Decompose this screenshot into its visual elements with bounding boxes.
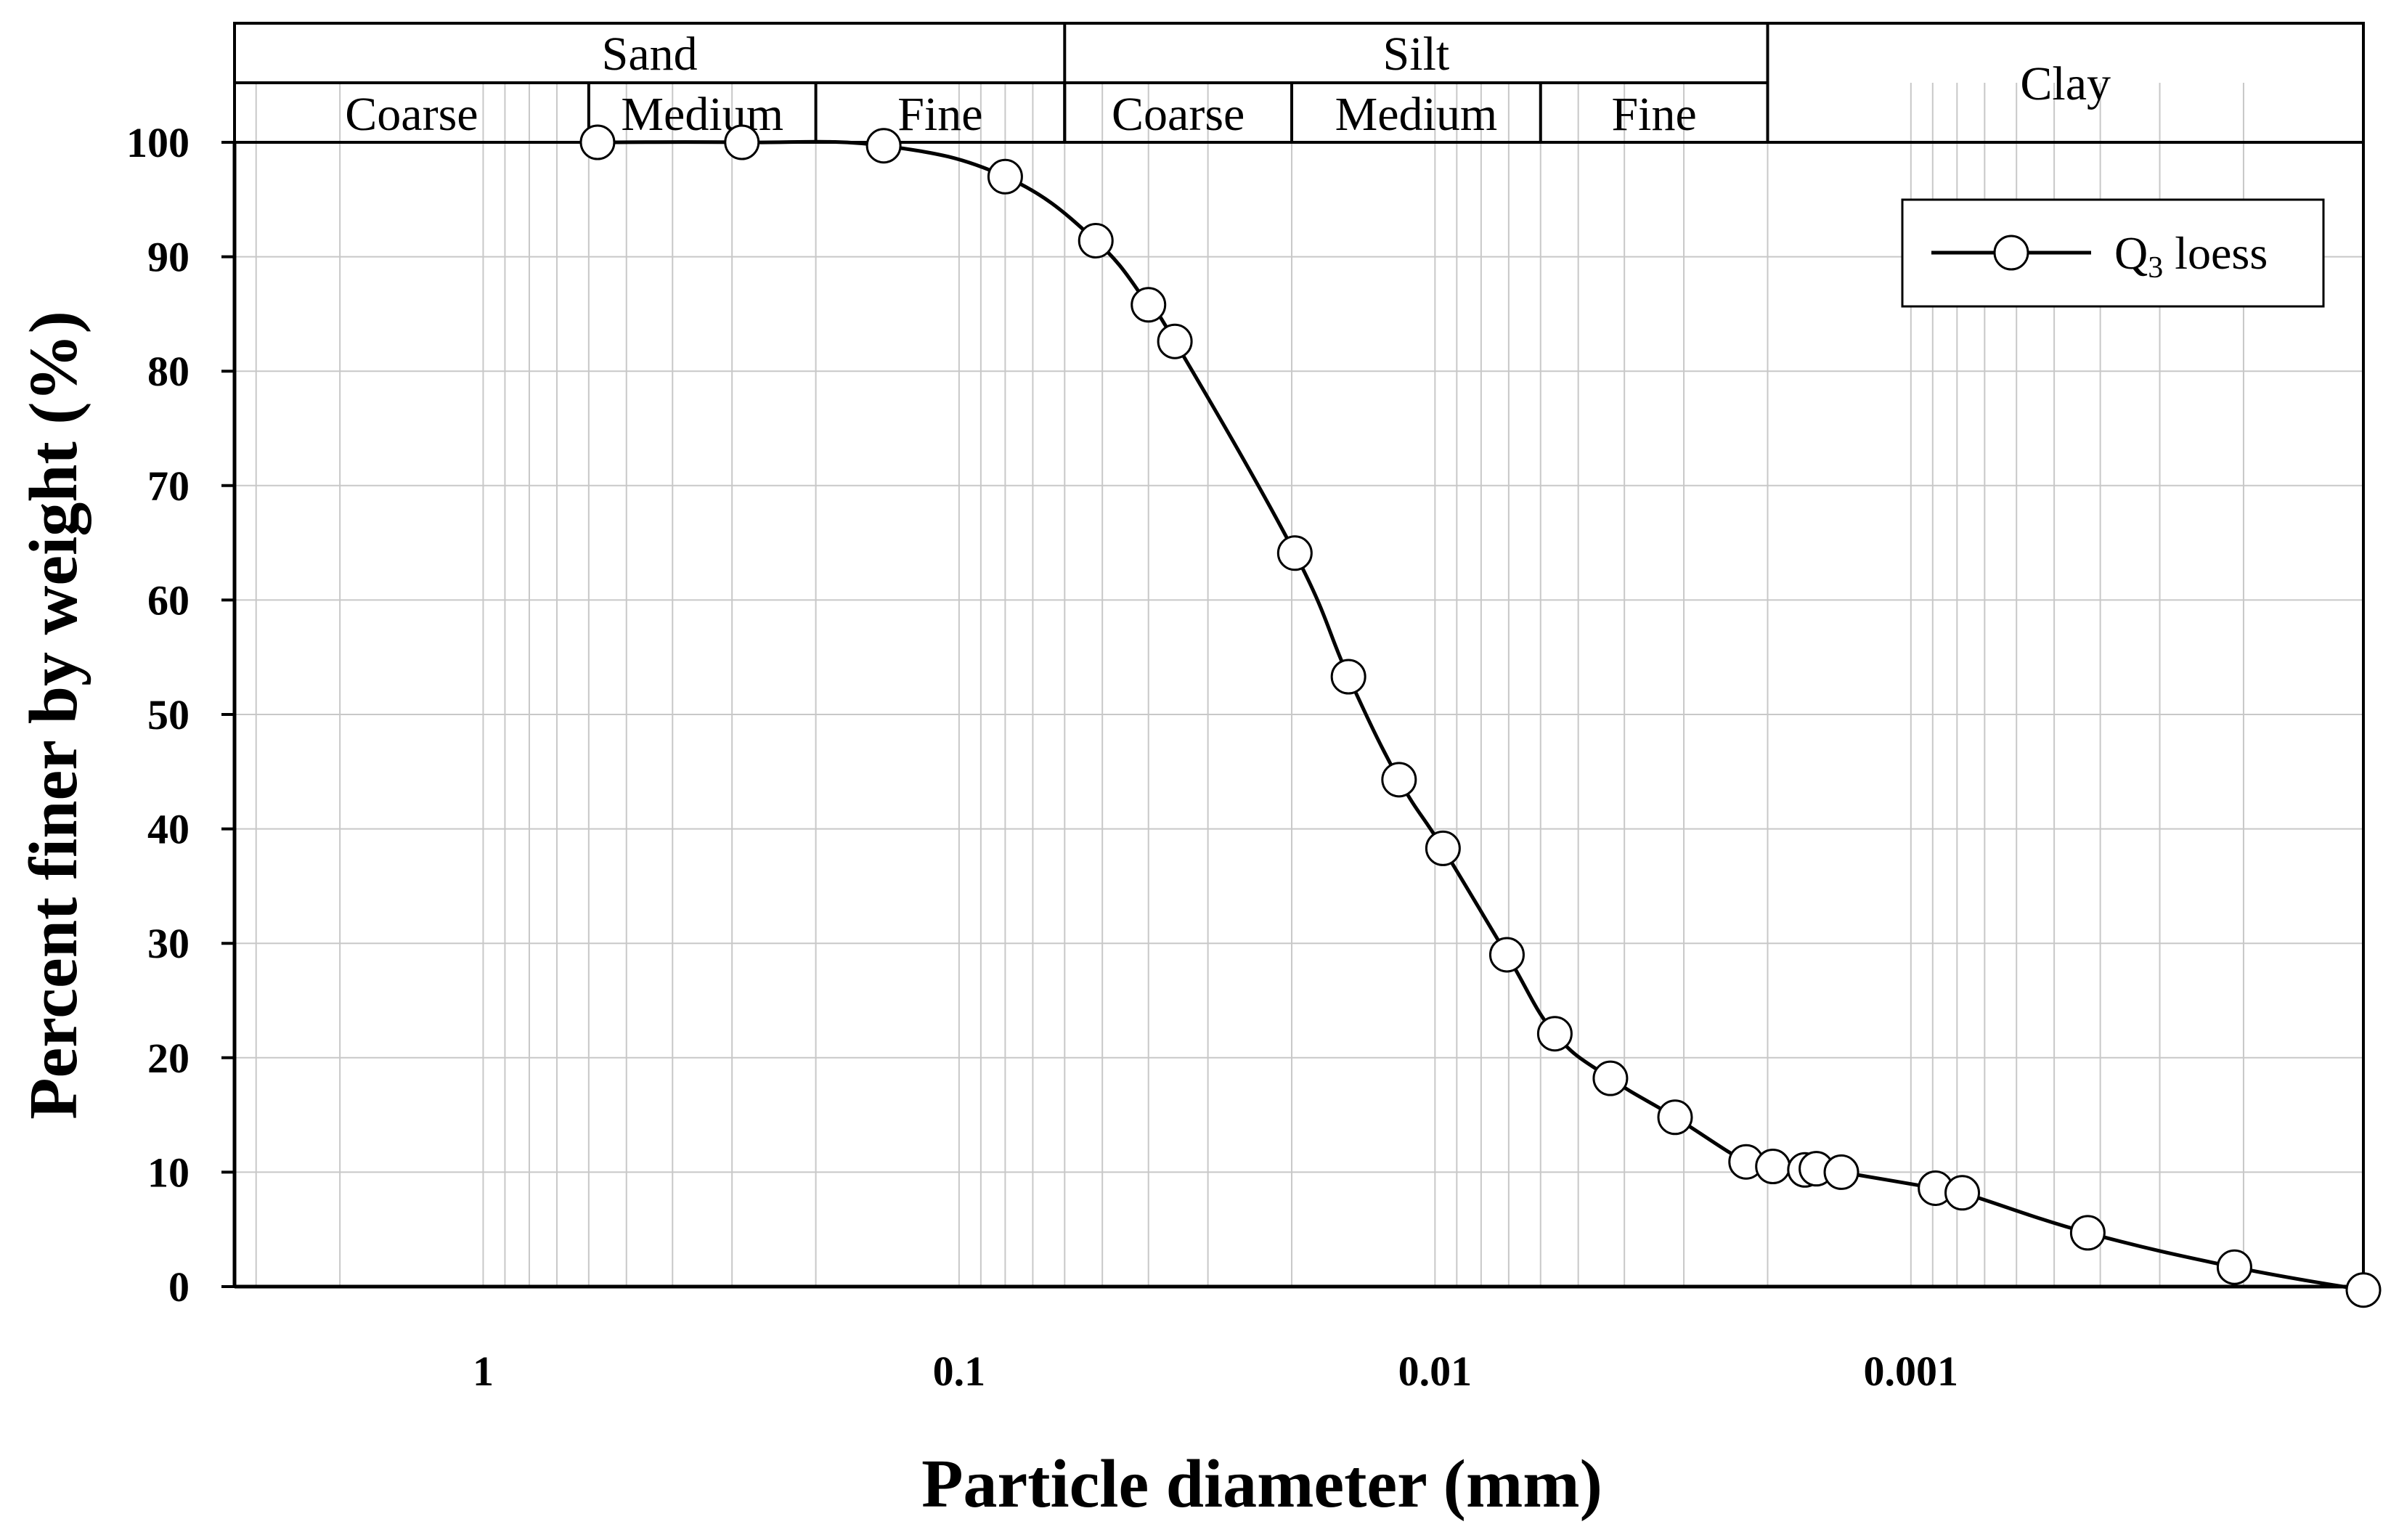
legend: Q3 loess [1901,198,2325,308]
data-point-marker [2345,1272,2382,1308]
y-tick-label: 90 [147,234,190,281]
data-point-marker [1592,1060,1629,1096]
data-point-marker [1381,762,1417,798]
data-point-marker [2216,1249,2252,1285]
y-tick-label: 20 [147,1035,190,1082]
data-point-marker [987,158,1023,195]
data-point-marker [1131,287,1167,323]
x-tick-label: 0.1 [933,1348,986,1395]
data-point-marker [1944,1175,1981,1211]
y-tick-label: 30 [147,920,190,967]
data-point-marker [579,124,616,160]
y-tick-label: 60 [147,577,190,624]
legend-label-subscript: 3 [2148,251,2163,285]
data-point-marker [1755,1149,1791,1185]
x-tick-label: 0.01 [1398,1348,1472,1395]
axes: 0 10 20 30 40 50 60 70 80 90 100 1 0.1 0.01 0.001 [126,23,2365,1395]
classification-group-label: Clay [2020,57,2111,110]
y-tick-label: 0 [168,1263,190,1311]
data-point-marker [724,124,760,160]
y-tick-label: 100 [126,119,190,166]
x-axis-title: Particle diameter (mm) [921,1446,1602,1522]
data-point-marker [1488,937,1525,973]
legend-marker-sample [1993,235,2029,271]
data-point-marker [865,128,902,164]
data-point-marker [1657,1099,1693,1136]
data-point-marker [1330,659,1366,695]
y-tick-label: 70 [147,463,190,510]
data-point-marker [1425,830,1461,866]
legend-label: Q3 loess [2114,227,2268,285]
classification-group-label: Sand [602,28,698,81]
x-tick-label: 1 [473,1348,494,1395]
data-point-marker [1536,1016,1573,1052]
x-tick-label: 0.001 [1864,1348,1959,1395]
y-tick-label: 10 [147,1149,190,1196]
classification-subgroup-label: Medium [621,88,783,141]
data-point-marker [1078,223,1114,259]
y-axis-title: Percent finer by weight (%) [16,311,91,1120]
data-point-marker [2069,1215,2106,1251]
classification-subgroup-label: Fine [1611,88,1696,141]
data-point-marker [1157,323,1193,359]
y-tick-label: 40 [147,806,190,853]
data-series [579,124,2382,1308]
classification-subgroup-label: Medium [1335,88,1498,141]
y-tick-label: 50 [147,691,190,738]
data-point-marker [1823,1154,1859,1190]
y-tick-label: 80 [147,348,190,395]
classification-group-label: Silt [1383,28,1450,81]
classification-subgroup-label: Coarse [1112,88,1245,141]
data-point-marker [1276,535,1313,571]
classification-subgroup-label: Fine [897,88,982,141]
classification-subgroup-label: Coarse [345,88,478,141]
